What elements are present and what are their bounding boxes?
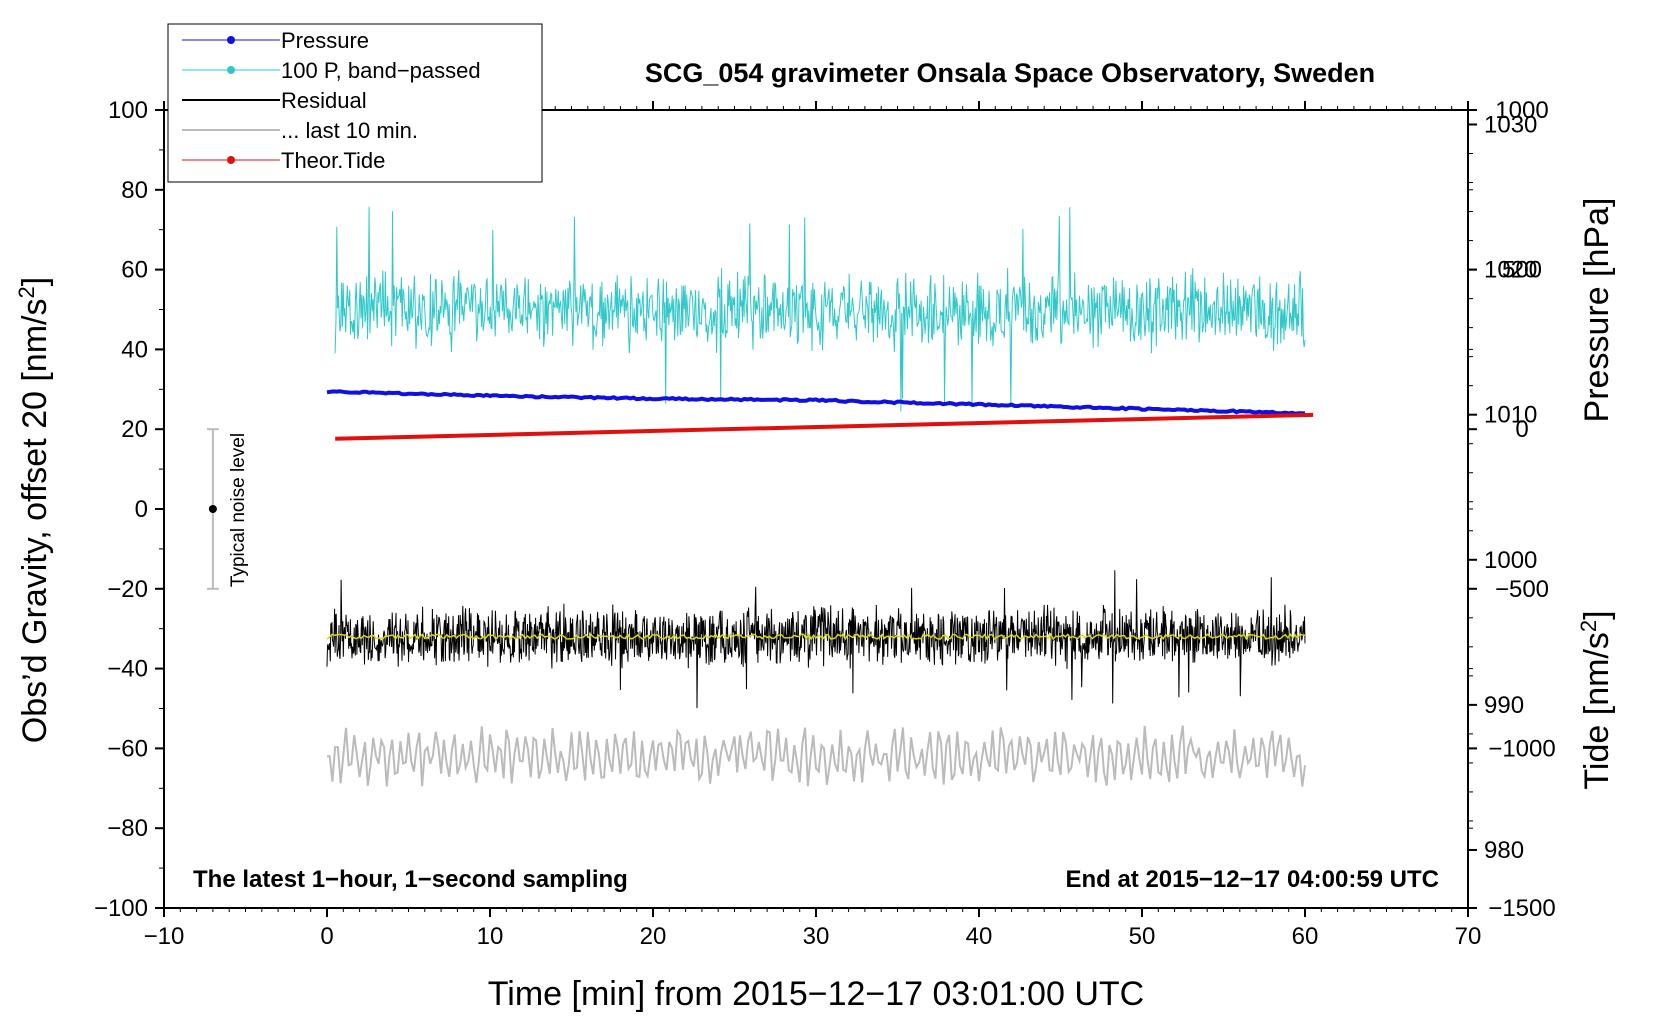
pressure-tick-label: 1030: [1484, 112, 1537, 139]
y-tick-label: −20: [107, 576, 148, 603]
noise-bar-label: Typical noise level: [228, 433, 249, 587]
legend-label: Residual: [281, 88, 367, 113]
legend-box: [167, 23, 543, 183]
tide-tick-label: 1000: [1495, 97, 1548, 124]
plot-frame: [163, 109, 1469, 909]
y-tick-label: 20: [121, 416, 148, 443]
series-residual-smoothed: [326, 632, 1306, 641]
legend-marker: [227, 156, 235, 164]
x-tick-label: 10: [477, 923, 504, 950]
series-pressure: [326, 389, 1306, 416]
y-axis-label-tide: Tide [nm/s2]: [1576, 610, 1616, 789]
y-tick-label: 60: [121, 257, 148, 284]
y-tick-label: −40: [107, 656, 148, 683]
plot-border: [163, 109, 1469, 909]
legend-marker: [227, 36, 235, 44]
y-tick-label: 100: [108, 97, 148, 124]
tide-tick-label: −500: [1495, 576, 1549, 603]
legend-label: Pressure: [281, 28, 369, 53]
x-tick-label: −10: [144, 923, 185, 950]
note-end-time: End at 2015−12−17 04:00:59 UTC: [1065, 866, 1439, 893]
legend-entries: Pressure 100 P, band−passed Residual ... la…: [182, 28, 481, 173]
legend-marker: [227, 66, 235, 74]
y-axis-label-tide-close: ]: [1578, 610, 1616, 619]
y-axis-label-left-text: Obs’d Gravity, offset 20 [nm/s: [16, 299, 54, 744]
y-axis-label-left: Obs’d Gravity, offset 20 [nm/s2]: [14, 277, 54, 743]
legend-label: ... last 10 min.: [281, 118, 418, 143]
pressure-tick-label: 980: [1484, 837, 1524, 864]
y-axis-label-left-close: ]: [16, 277, 54, 286]
y-tick-label: 0: [135, 496, 148, 523]
y-tick-label: 40: [121, 336, 148, 363]
x-tick-label: 20: [640, 923, 667, 950]
y-axis-label-tide-sup: 2: [1576, 620, 1601, 632]
x-tick-label: 30: [803, 923, 830, 950]
tide-tick-label: −1000: [1488, 735, 1555, 762]
legend-label: 100 P, band−passed: [281, 58, 481, 83]
legend: Pressure 100 P, band−passed Residual ... la…: [167, 23, 543, 183]
legend-label: Theor.Tide: [281, 148, 385, 173]
series-last-10-min: [326, 725, 1306, 787]
y-tick-label: −100: [94, 895, 148, 922]
y-tick-label: −80: [107, 815, 148, 842]
series-theor-tide: [335, 412, 1314, 441]
note-sampling: The latest 1−hour, 1−second sampling: [193, 866, 628, 893]
x-tick-label: 0: [320, 923, 333, 950]
y-axis-label-pressure: Pressure [hPa]: [1578, 198, 1616, 423]
axes-layer: −10 0 10 20 30 40 50 60 70100806040200−20−40−60−…: [94, 97, 1556, 950]
series-band-passed: [334, 206, 1306, 412]
tide-tick-label: 500: [1502, 257, 1542, 284]
pressure-tick-label: 1020: [1484, 257, 1537, 284]
y-tick-label: −60: [107, 735, 148, 762]
y-axis-label-left-sup: 2: [14, 286, 39, 298]
tide-tick-label: 0: [1515, 416, 1528, 443]
pressure-tick-label: 1000: [1484, 547, 1537, 574]
pressure-tick-label: 990: [1484, 692, 1524, 719]
x-tick-label: 40: [966, 923, 993, 950]
y-tick-label: 80: [121, 177, 148, 204]
y-axis-label-tide-text: Tide [nm/s: [1578, 632, 1616, 789]
x-tick-label: 60: [1292, 923, 1319, 950]
pressure-tick-label: 1010: [1484, 402, 1537, 429]
x-tick-label: 70: [1455, 923, 1482, 950]
noise-bar-center: [208, 505, 217, 513]
x-axis-label: Time [min] from 2015−12−17 03:01:00 UTC: [488, 975, 1144, 1013]
chart-title: SCG_054 gravimeter Onsala Space Observat…: [645, 58, 1375, 88]
tide-tick-label: −1500: [1488, 895, 1555, 922]
x-tick-label: 50: [1129, 923, 1156, 950]
series-layer: [206, 206, 1314, 787]
